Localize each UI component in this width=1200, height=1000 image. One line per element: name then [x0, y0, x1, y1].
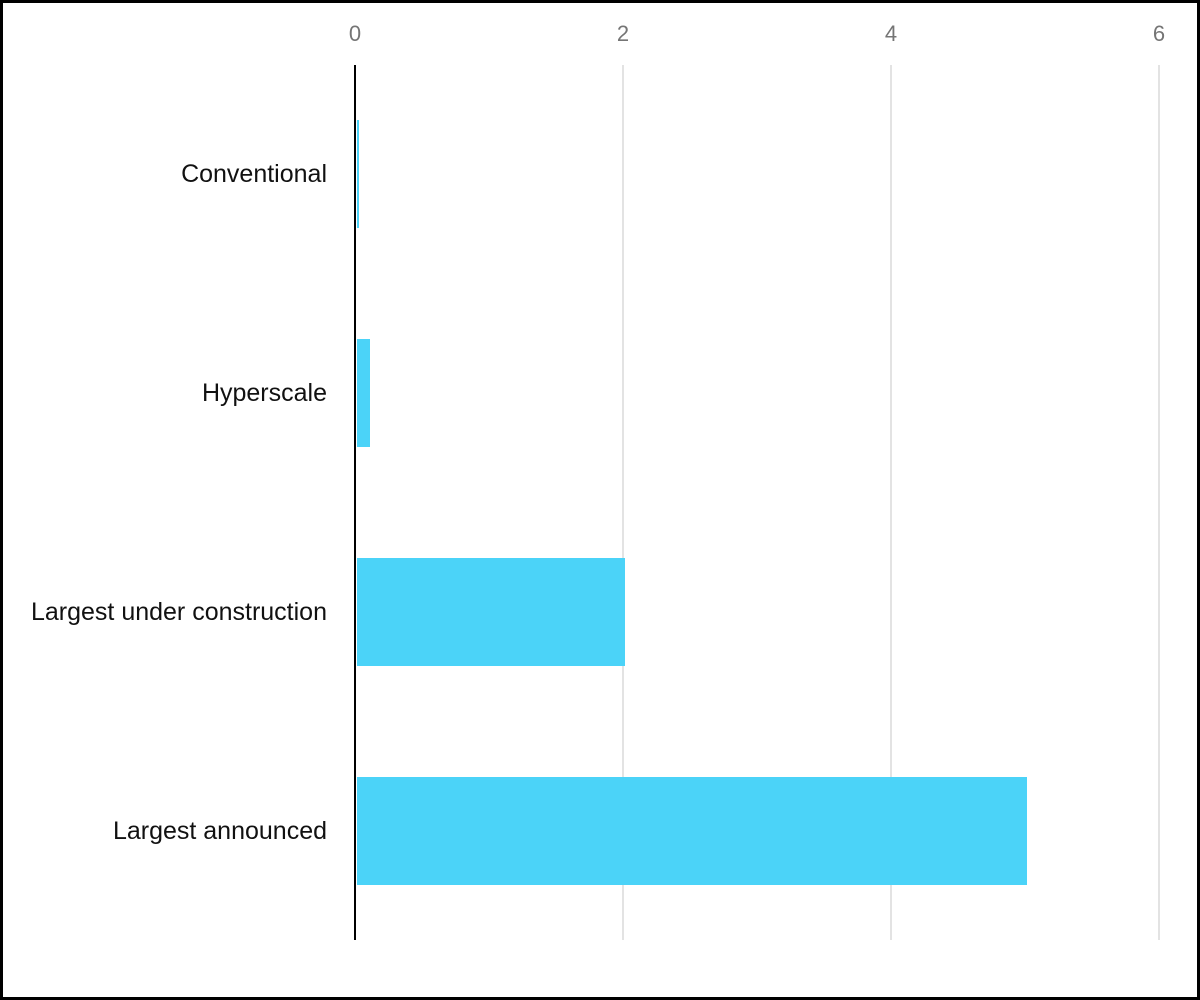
gridlines-layer: [3, 3, 1197, 997]
gridline-6: [1158, 65, 1160, 940]
x-axis-tick-label-4: 4: [884, 21, 898, 46]
x-axis-tick-label-0: 0: [348, 21, 362, 46]
bar-largest-under-construction: [356, 557, 625, 666]
x-axis-tick-label-2: 2: [616, 21, 630, 46]
category-label-conventional: Conventional: [181, 160, 327, 189]
gridline-4: [890, 65, 892, 940]
bars-layer: [3, 3, 1197, 997]
zero-axis-line: [353, 65, 357, 940]
x-axis-tick-label-6: 6: [1152, 21, 1166, 46]
category-label-hyperscale: Hyperscale: [201, 379, 327, 408]
bar-conventional: [356, 120, 360, 229]
bar-hyperscale: [356, 339, 370, 448]
gridline-2: [622, 65, 624, 940]
labels-layer: 0 2 4 6 Conventional Hyperscale Largest under …: [3, 3, 1197, 997]
category-label-largest-announced: Largest announced: [112, 816, 327, 845]
category-label-largest-under-construction: Largest under construction: [30, 597, 327, 626]
bar-largest-announced: [356, 776, 1027, 885]
